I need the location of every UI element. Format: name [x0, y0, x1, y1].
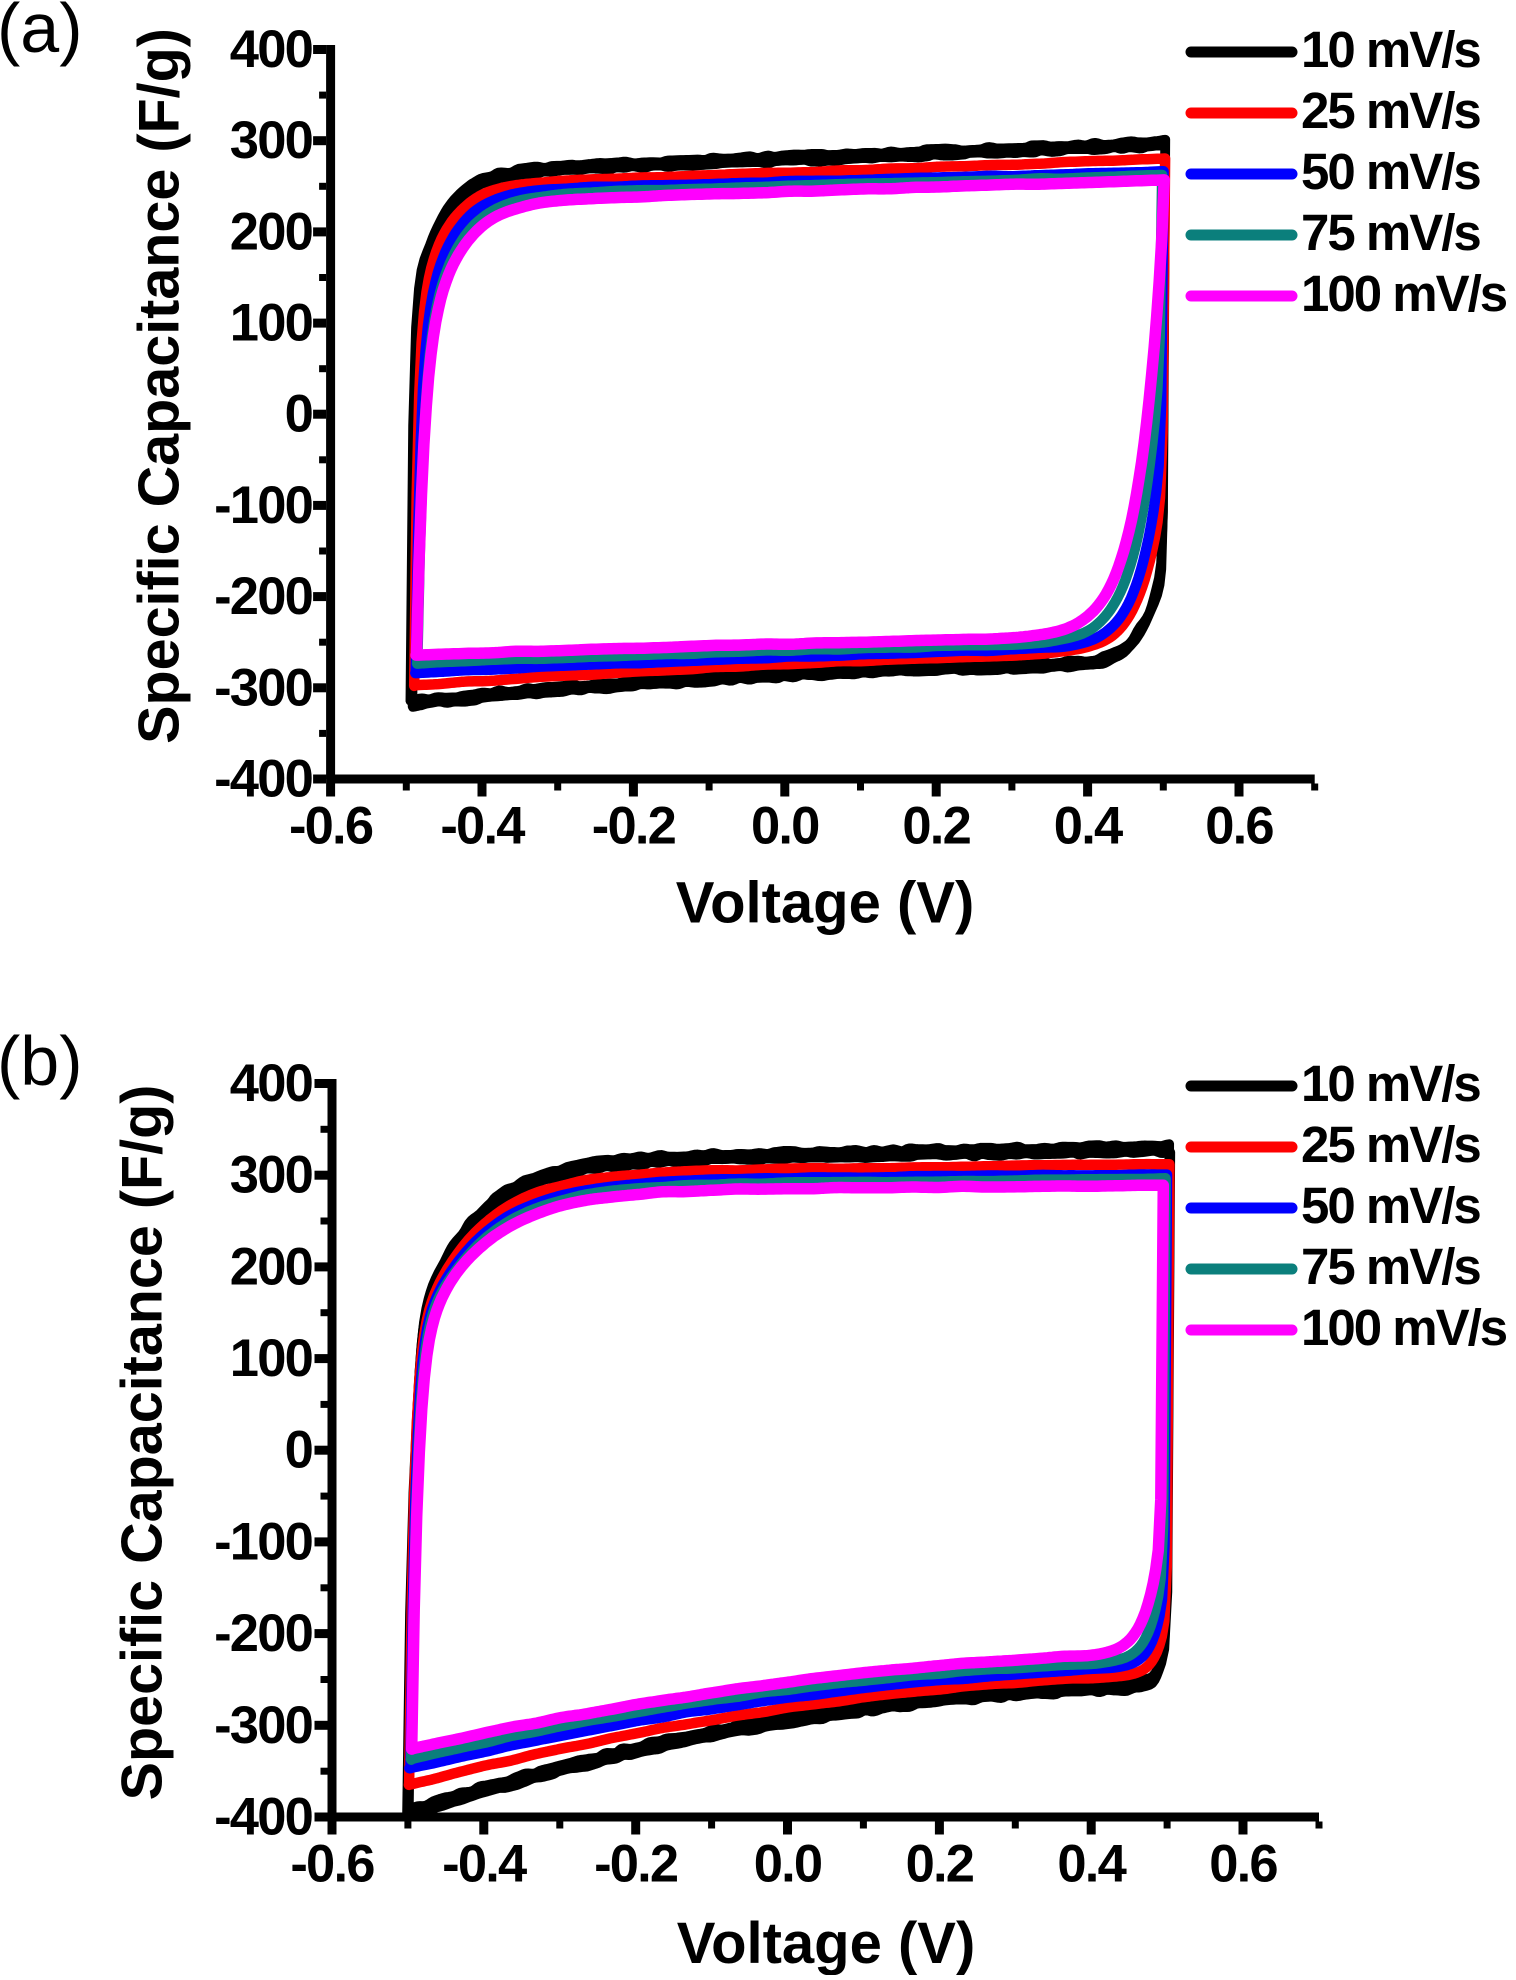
svg-text:0.0: 0.0	[754, 1834, 822, 1893]
svg-text:Specific Capacitance (F/g): Specific Capacitance (F/g)	[128, 28, 192, 744]
svg-text:-200: -200	[214, 1604, 312, 1663]
svg-text:-100: -100	[214, 1512, 312, 1571]
svg-text:100: 100	[230, 294, 313, 353]
svg-text:100: 100	[230, 1329, 313, 1388]
svg-text:75 mV/s: 75 mV/s	[1301, 204, 1480, 261]
svg-text:100 mV/s: 100 mV/s	[1301, 1299, 1507, 1356]
svg-text:75 mV/s: 75 mV/s	[1301, 1238, 1480, 1295]
svg-text:-0.2: -0.2	[594, 1834, 678, 1893]
svg-text:200: 200	[230, 1237, 313, 1296]
svg-text:Voltage (V): Voltage (V)	[676, 871, 975, 936]
svg-text:-0.6: -0.6	[290, 1834, 374, 1893]
svg-text:100 mV/s: 100 mV/s	[1301, 265, 1507, 322]
svg-text:Specific Capacitance (F/g): Specific Capacitance (F/g)	[111, 1085, 175, 1801]
svg-text:0: 0	[285, 1421, 313, 1480]
svg-text:300: 300	[230, 1146, 313, 1205]
svg-text:0.0: 0.0	[751, 796, 819, 855]
svg-text:-200: -200	[214, 567, 312, 626]
svg-text:-400: -400	[214, 1788, 312, 1847]
svg-text:-100: -100	[214, 476, 312, 535]
svg-text:25 mV/s: 25 mV/s	[1301, 1116, 1480, 1173]
svg-text:0.2: 0.2	[906, 1834, 974, 1893]
svg-text:-0.4: -0.4	[442, 1834, 527, 1893]
svg-text:0: 0	[285, 385, 313, 444]
svg-text:300: 300	[230, 111, 313, 170]
svg-text:-0.2: -0.2	[592, 796, 676, 855]
svg-text:0.6: 0.6	[1209, 1834, 1277, 1893]
svg-text:25 mV/s: 25 mV/s	[1301, 82, 1480, 139]
svg-text:0.4: 0.4	[1057, 1834, 1126, 1893]
svg-text:0.2: 0.2	[902, 796, 970, 855]
svg-text:50 mV/s: 50 mV/s	[1301, 1177, 1480, 1234]
svg-text:-400: -400	[214, 750, 312, 809]
svg-text:200: 200	[230, 202, 313, 261]
svg-text:10 mV/s: 10 mV/s	[1301, 1055, 1480, 1112]
svg-text:400: 400	[230, 1054, 313, 1113]
svg-text:-300: -300	[214, 1696, 312, 1755]
svg-text:0.4: 0.4	[1054, 796, 1123, 855]
svg-text:Voltage (V): Voltage (V)	[677, 1911, 976, 1975]
svg-text:50 mV/s: 50 mV/s	[1301, 143, 1480, 200]
svg-text:(a): (a)	[0, 0, 83, 67]
svg-text:400: 400	[230, 20, 313, 79]
svg-text:-0.6: -0.6	[289, 796, 373, 855]
svg-text:0.6: 0.6	[1205, 796, 1273, 855]
svg-text:-300: -300	[214, 658, 312, 717]
svg-text:10 mV/s: 10 mV/s	[1301, 21, 1480, 78]
svg-text:(b): (b)	[0, 1022, 83, 1100]
svg-text:-0.4: -0.4	[440, 796, 525, 855]
